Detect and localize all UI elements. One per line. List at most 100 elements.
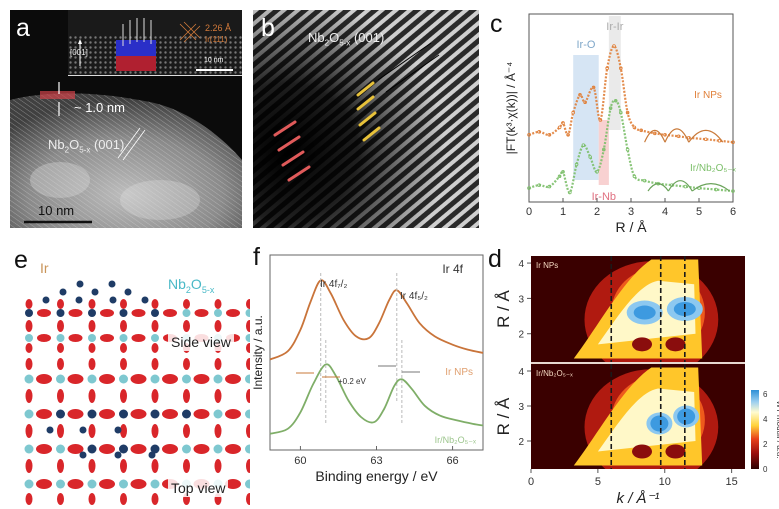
heatmap-maximum-core — [677, 408, 696, 425]
data-point — [612, 44, 616, 48]
oxygen-atom — [246, 459, 250, 473]
oxygen-atom — [88, 320, 96, 332]
band-ir-ir — [608, 16, 621, 130]
oxygen-atom — [88, 389, 96, 403]
panel-label-f: f — [253, 243, 260, 271]
colorbar — [751, 390, 759, 469]
fit-arc — [688, 129, 724, 143]
spacing-label: 2.26 Å — [205, 23, 232, 33]
nb-atom — [119, 309, 128, 317]
nb-atom — [245, 409, 250, 419]
data-point — [547, 133, 552, 137]
data-point — [602, 147, 606, 152]
nb2o5-plane-label: Nb2O5-x (001) — [308, 30, 385, 48]
data-point — [557, 174, 562, 179]
data-point — [583, 100, 587, 105]
oxygen-atom — [67, 409, 84, 419]
x-tick-label: 6 — [730, 206, 736, 218]
nb-atom — [88, 309, 96, 317]
oxygen-atom — [225, 479, 241, 489]
colorbar-label: WT moduli / a.u. — [775, 400, 779, 458]
nb-atom — [119, 374, 128, 384]
oxygen-atom — [99, 409, 115, 419]
x-tick-label: 63 — [370, 455, 382, 467]
ir-atom — [91, 288, 99, 296]
nb-atom — [56, 444, 65, 454]
nb-lattice-arrows — [356, 81, 381, 142]
data-point — [632, 174, 637, 179]
oxygen-atom — [246, 493, 250, 505]
oxygen-atom — [246, 320, 250, 332]
data-point — [598, 118, 603, 122]
data-point — [561, 170, 565, 174]
oxygen-atom — [68, 309, 83, 317]
nb-atom — [245, 444, 250, 454]
oxygen-atom — [183, 459, 190, 473]
panel-b: b Nb2O5-x (001) — [253, 10, 479, 228]
data-point — [613, 98, 618, 103]
y-axis-label: R / Å — [494, 397, 513, 435]
ir-atom — [46, 426, 54, 434]
y-tick-label: 2 — [518, 437, 524, 448]
data-point — [537, 130, 541, 134]
data-point — [608, 106, 613, 110]
colorbar-tick-label: 0 — [763, 465, 768, 474]
data-point — [625, 147, 630, 152]
nb-atom — [245, 334, 250, 342]
oxygen-atom — [120, 424, 127, 438]
data-point — [605, 66, 609, 70]
heatmap-minimum — [665, 337, 686, 352]
oxygen-atom — [214, 358, 222, 370]
oxygen-atom — [67, 374, 84, 384]
oxygen-atom — [214, 299, 222, 309]
oxygen-atom — [88, 459, 96, 473]
ir-atom — [109, 296, 117, 304]
oxygen-atom — [25, 299, 33, 309]
nb2o5-legend-label: Nb2O5-x — [168, 276, 215, 295]
x-tick-label: 10 — [659, 476, 671, 488]
oxygen-atom — [225, 374, 241, 384]
panel-label-c: c — [490, 10, 503, 38]
oxygen-atom — [130, 374, 147, 384]
oxygen-atom — [120, 358, 127, 370]
oxygen-atom — [131, 334, 146, 342]
fit-arc — [644, 129, 666, 143]
nb-atom — [119, 409, 128, 419]
inset-scale-label: 10 nm — [204, 57, 224, 64]
y-tick-label: 4 — [518, 367, 524, 378]
oxygen-atom — [57, 459, 64, 473]
direction-label: [001] — [70, 48, 88, 57]
oxygen-atom — [57, 320, 64, 332]
data-point — [557, 125, 562, 130]
oxygen-atom — [151, 358, 159, 370]
oxygen-atom — [151, 459, 159, 473]
subplot-label: Ir NPs — [536, 261, 558, 270]
data-point — [687, 135, 691, 140]
oxygen-atom — [193, 444, 210, 454]
nb-atom — [150, 444, 160, 454]
nb-atom — [24, 409, 34, 419]
oxygen-atom — [37, 309, 51, 317]
heatmap-minimum — [632, 337, 653, 352]
oxygen-atom — [99, 374, 115, 384]
heatmap-minimum — [665, 444, 686, 459]
oxygen-atom — [225, 444, 241, 454]
data-point — [537, 183, 541, 187]
nb-atom — [25, 334, 33, 342]
nb-atom — [87, 444, 97, 454]
panel-label-b: b — [261, 14, 275, 42]
nb-atom — [150, 374, 160, 384]
oxygen-atom — [246, 389, 250, 403]
x-tick-label: 2 — [594, 206, 600, 218]
heatmap-minimum — [632, 444, 653, 459]
ir-atom — [79, 451, 87, 459]
oxygen-atom — [246, 424, 250, 438]
oxygen-atom — [214, 320, 222, 332]
x-tick-label: 3 — [628, 206, 634, 218]
oxygen-atom — [57, 493, 64, 505]
data-point — [619, 66, 623, 70]
nb-atom — [182, 444, 191, 454]
annotation-4f72: Ir 4f₇/₂ — [320, 279, 347, 290]
oxygen-atom — [130, 409, 147, 419]
oxygen-atom — [88, 424, 96, 438]
